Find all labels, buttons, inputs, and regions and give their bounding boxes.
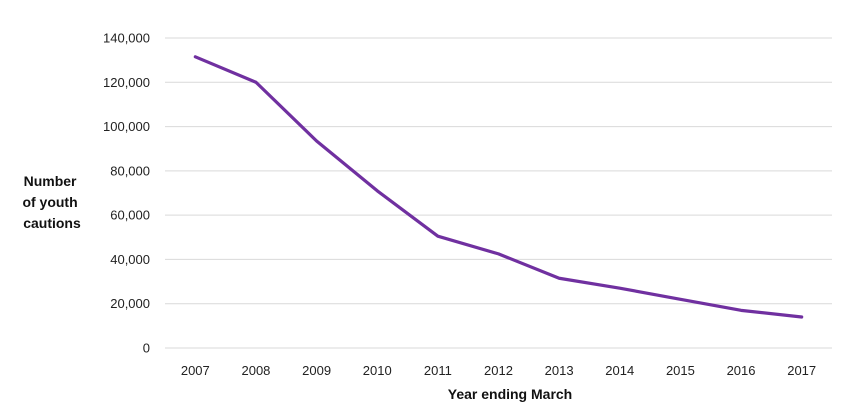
series-line-0 (193, 55, 804, 319)
x-tick-label: 2014 (605, 363, 634, 378)
x-axis-tick-labels: 2007 2008 2009 2010 2011 2012 2013 2014 2015 2016… (181, 363, 816, 378)
y-axis-title-line-3: cautions (23, 215, 81, 231)
y-axis-title: Number of youth cautions (22, 173, 81, 231)
y-tick-label: 40,000 (110, 252, 150, 267)
x-tick-label: 2017 (787, 363, 816, 378)
y-tick-label: 0 (143, 341, 150, 356)
x-tick-label: 2010 (363, 363, 392, 378)
y-axis-title-line-1: Number (24, 173, 77, 189)
y-tick-label: 140,000 (103, 31, 150, 46)
y-tick-label: 20,000 (110, 296, 150, 311)
x-tick-label: 2011 (424, 363, 452, 378)
x-tick-label: 2008 (241, 363, 270, 378)
series-layer (193, 55, 804, 319)
x-tick-label: 2007 (181, 363, 210, 378)
y-axis-title-line-2: of youth (22, 194, 77, 210)
y-axis-tick-labels: 0 20,000 40,000 60,000 80,000 100,000 120,000 1… (103, 31, 150, 356)
gridlines (165, 37, 832, 349)
x-tick-label: 2016 (727, 363, 756, 378)
x-tick-label: 2009 (302, 363, 331, 378)
y-tick-label: 60,000 (110, 208, 150, 223)
x-tick-label: 2012 (484, 363, 513, 378)
y-tick-label: 120,000 (103, 75, 150, 90)
x-tick-label: 2013 (545, 363, 574, 378)
x-axis-title: Year ending March (448, 386, 572, 402)
y-tick-label: 100,000 (103, 119, 150, 134)
x-tick-label: 2015 (666, 363, 695, 378)
y-tick-label: 80,000 (110, 163, 150, 178)
